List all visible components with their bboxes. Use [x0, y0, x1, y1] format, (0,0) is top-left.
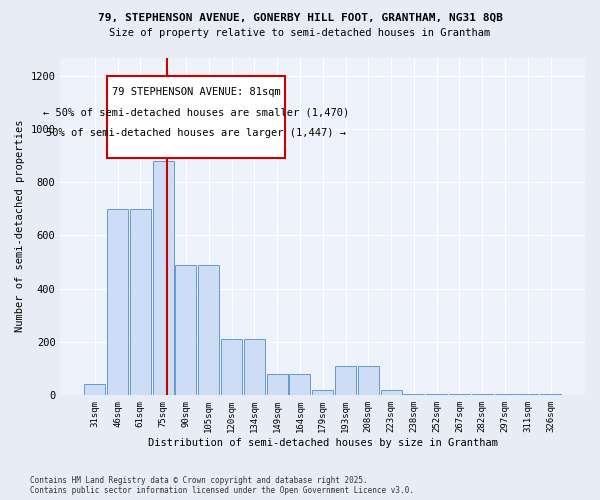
Bar — [449, 394, 470, 395]
Text: Size of property relative to semi-detached houses in Grantham: Size of property relative to semi-detach… — [109, 28, 491, 38]
Bar — [244, 339, 265, 395]
Bar — [130, 209, 151, 395]
Bar — [540, 394, 561, 395]
Bar — [198, 264, 219, 395]
Text: 79 STEPHENSON AVENUE: 81sqm: 79 STEPHENSON AVENUE: 81sqm — [112, 86, 281, 97]
Bar — [84, 384, 105, 395]
Bar — [426, 394, 447, 395]
Text: 79, STEPHENSON AVENUE, GONERBY HILL FOOT, GRANTHAM, NG31 8QB: 79, STEPHENSON AVENUE, GONERBY HILL FOOT… — [97, 12, 503, 22]
Text: 50% of semi-detached houses are larger (1,447) →: 50% of semi-detached houses are larger (… — [46, 128, 346, 138]
Bar — [289, 374, 310, 395]
Bar — [266, 374, 287, 395]
FancyBboxPatch shape — [107, 76, 285, 158]
Bar — [221, 339, 242, 395]
Bar — [403, 394, 424, 395]
Text: ← 50% of semi-detached houses are smaller (1,470): ← 50% of semi-detached houses are smalle… — [43, 108, 349, 118]
Bar — [107, 209, 128, 395]
Text: Contains HM Land Registry data © Crown copyright and database right 2025.
Contai: Contains HM Land Registry data © Crown c… — [30, 476, 414, 495]
Y-axis label: Number of semi-detached properties: Number of semi-detached properties — [15, 120, 25, 332]
Bar — [152, 161, 173, 395]
Bar — [472, 394, 493, 395]
Bar — [517, 394, 538, 395]
Bar — [175, 264, 196, 395]
X-axis label: Distribution of semi-detached houses by size in Grantham: Distribution of semi-detached houses by … — [148, 438, 498, 448]
Bar — [358, 366, 379, 395]
Bar — [494, 394, 515, 395]
Bar — [335, 366, 356, 395]
Bar — [312, 390, 333, 395]
Bar — [380, 390, 401, 395]
